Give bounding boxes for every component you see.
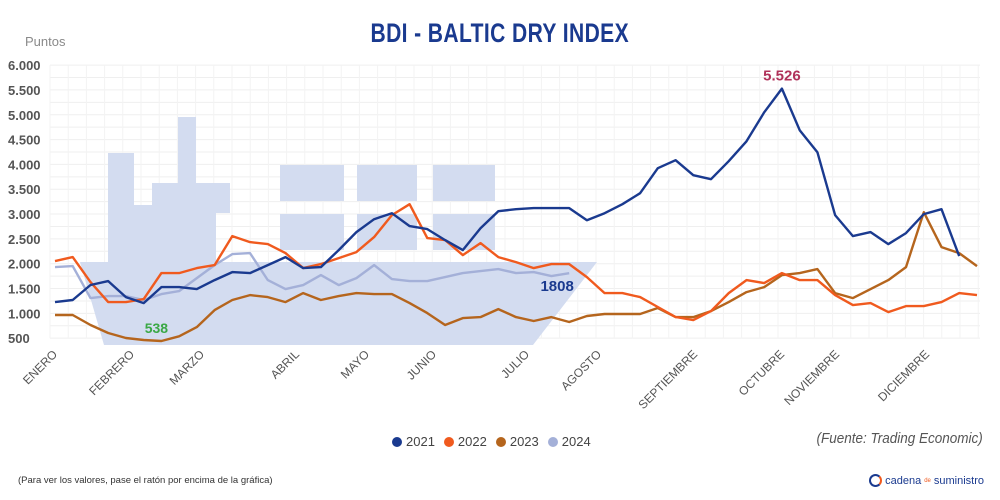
- logo-text-end: suministro: [933, 474, 984, 487]
- ship-container: [433, 165, 495, 201]
- y-tick-label: 6.000: [8, 58, 41, 73]
- ship-tower: [152, 183, 178, 262]
- ship-silhouette: [80, 117, 597, 345]
- y-tick-label: 2.000: [8, 257, 41, 272]
- y-axis-label: Puntos: [25, 34, 66, 49]
- annotation-label: 1808: [540, 278, 573, 295]
- x-tick-label: MAYO: [338, 347, 372, 381]
- ship-tower: [216, 183, 230, 213]
- series-line-2023[interactable]: [55, 210, 978, 343]
- logo-ring-icon: [869, 474, 883, 487]
- ship-tower: [196, 183, 216, 262]
- x-tick-label: ABRIL: [268, 347, 303, 382]
- source-text: (Fuente: Trading Economic): [816, 430, 983, 447]
- x-tick-label: OCTUBRE: [736, 347, 787, 398]
- annotations: 5.526 538 1808: [145, 68, 801, 336]
- legend-label: 2023: [509, 434, 539, 449]
- legend-item-2022[interactable]: 2022: [443, 434, 487, 449]
- legend-dot-icon: [547, 436, 558, 447]
- x-tick-label: JUNIO: [404, 347, 439, 382]
- legend-dot-icon: [443, 436, 454, 447]
- x-tick-label: NOVIEMBRE: [781, 347, 842, 408]
- annotation-label: 5.526: [763, 68, 801, 85]
- ship-container: [357, 165, 417, 201]
- y-tick-label: 3.000: [8, 207, 41, 222]
- x-tick-label: JULIO: [498, 347, 532, 381]
- x-tick-label: AGOSTO: [558, 347, 604, 393]
- legend: 2021 2022 2023 2024: [392, 434, 591, 449]
- legend-dot-icon: [495, 436, 506, 447]
- y-tick-label: 1.500: [8, 282, 41, 297]
- y-tick-label: 5.000: [8, 108, 41, 123]
- x-tick-label: SEPTIEMBRE: [636, 347, 701, 412]
- legend-item-2023[interactable]: 2023: [495, 434, 539, 449]
- y-axis: 6.000 5.500 5.000 4.500 4.000 3.500 3.000 2.500…: [8, 58, 41, 346]
- legend-item-2024[interactable]: 2024: [547, 434, 591, 449]
- ship-container: [280, 165, 344, 201]
- chart-title: BDI - BALTIC DRY INDEX: [0, 18, 1000, 49]
- y-tick-label: 500: [8, 331, 30, 346]
- chart-title-text: BDI - BALTIC DRY INDEX: [370, 18, 630, 48]
- y-tick-label: 4.500: [8, 133, 41, 148]
- hover-note: (Para ver los valores, pase el ratón por…: [18, 475, 273, 486]
- logo-text-small: de: [924, 477, 931, 484]
- y-tick-label: 2.500: [8, 232, 41, 247]
- legend-dot-icon: [392, 436, 402, 447]
- y-tick-label: 3.500: [8, 182, 41, 197]
- annotation-label: 538: [145, 320, 169, 336]
- ship-container: [280, 214, 344, 250]
- logo-text: cadena: [885, 474, 922, 487]
- x-tick-label: DICIEMBRE: [875, 347, 932, 404]
- ship-tower: [178, 117, 196, 262]
- y-tick-label: 5.500: [8, 83, 41, 98]
- x-tick-label: MARZO: [167, 347, 208, 388]
- x-tick-label: FEBRERO: [86, 347, 137, 398]
- series-line-2021[interactable]: [54, 87, 961, 305]
- series-lines: [54, 87, 978, 343]
- y-tick-label: 1.000: [8, 306, 41, 321]
- ship-tower: [134, 205, 152, 262]
- brand-logo: cadena de suministro: [869, 474, 984, 487]
- series-line-2022[interactable]: [54, 202, 978, 322]
- ship-tower: [108, 153, 134, 262]
- legend-label: 2024: [561, 434, 591, 449]
- x-axis: ENERO FEBRERO MARZO ABRIL MAYO JUNIO JULIO AGOS…: [20, 347, 932, 412]
- legend-item-2021[interactable]: 2021: [392, 434, 435, 449]
- y-tick-label: 4.000: [8, 157, 41, 172]
- legend-label: 2022: [457, 434, 487, 449]
- x-tick-label: ENERO: [20, 347, 60, 387]
- ship-container: [433, 214, 495, 250]
- legend-label: 2021: [406, 434, 435, 449]
